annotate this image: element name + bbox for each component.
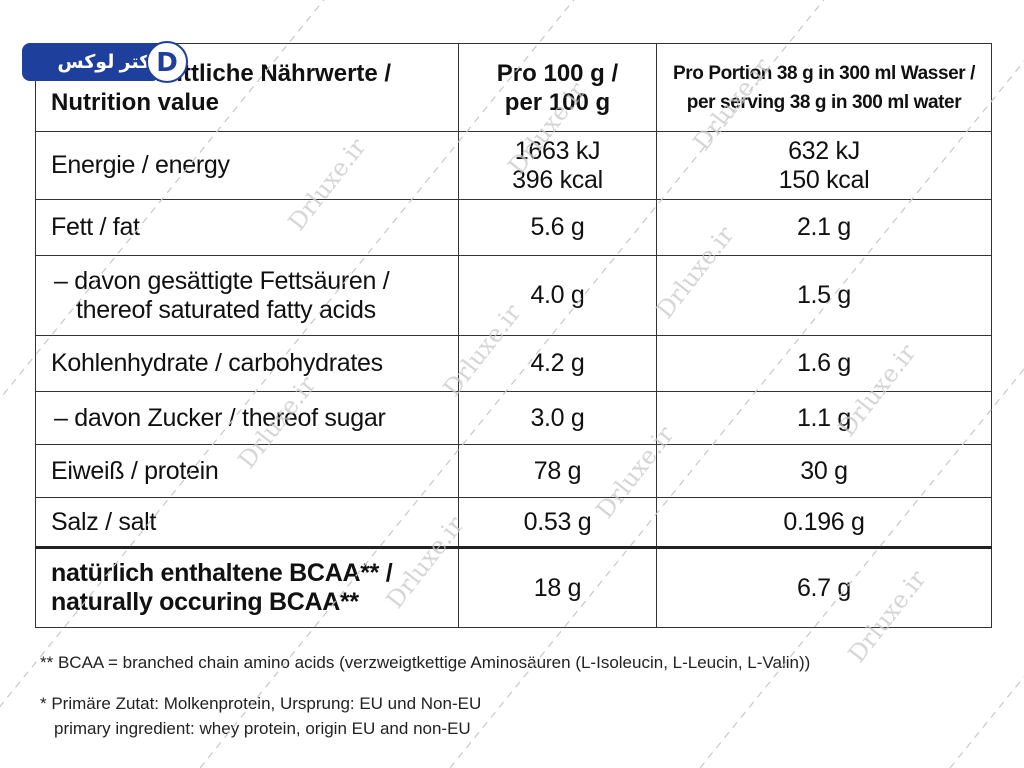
table-row: – davon gesättigte Fettsäuren / thereof … (35, 255, 992, 336)
cell-saturated-per100: 4.0 g (458, 255, 657, 336)
footnote-ingredient-de: * Primäre Zutat: Molkenprotein, Ursprung… (40, 694, 482, 713)
table-row: Kohlenhydrate / carbohydrates 4.2 g 1.6 … (35, 335, 992, 392)
drluxe-logo: دکتر لوکس D (22, 40, 188, 83)
svg-text:D: D (156, 48, 178, 78)
cell-salt-per100: 0.53 g (458, 497, 657, 548)
cell-salt-serving: 0.196 g (656, 497, 992, 548)
header-per-100g: Pro 100 g / per 100 g (458, 43, 657, 132)
energy-kcal-serving: 150 kcal (778, 165, 870, 194)
cell-energy-per100: 1663 kJ 396 kcal (458, 131, 657, 200)
logo-pill: دکتر لوکس (22, 43, 160, 81)
cell-energy-serving: 632 kJ 150 kcal (656, 131, 992, 200)
row-label-salt: Salz / salt (35, 497, 459, 548)
saturated-fat-line2: thereof saturated fatty acids (76, 295, 376, 324)
table-row: Salz / salt 0.53 g 0.196 g (35, 497, 992, 548)
footnote-bcaa: ** BCAA = branched chain amino acids (ve… (40, 653, 811, 672)
cell-bcaa-serving: 6.7 g (656, 546, 992, 628)
table-row: natürlich enthaltene BCAA** / naturally … (35, 546, 992, 628)
cell-fat-serving: 2.1 g (656, 199, 992, 256)
cell-protein-serving: 30 g (656, 444, 992, 498)
header-col3-line1: Pro Portion 38 g in 300 ml Wasser / (672, 62, 976, 84)
cell-sugar-per100: 3.0 g (458, 391, 657, 445)
table-row: – davon Zucker / thereof sugar 3.0 g 1.1… (35, 391, 992, 445)
cell-sugar-serving: 1.1 g (656, 391, 992, 445)
row-label-protein: Eiweiß / protein (35, 444, 459, 498)
table-row: Fett / fat 5.6 g 2.1 g (35, 199, 992, 256)
header-col2-line1: Pro 100 g / (496, 59, 619, 87)
table-row: Eiweiß / protein 78 g 30 g (35, 444, 992, 498)
footnote-ingredient: * Primäre Zutat: Molkenprotein, Ursprung… (40, 691, 810, 741)
row-label-carbohydrates: Kohlenhydrate / carbohydrates (35, 335, 459, 392)
bcaa-line2: naturally occuring BCAA** (51, 588, 359, 616)
bcaa-line1: natürlich enthaltene BCAA** / (51, 559, 393, 587)
footnote-ingredient-en: primary ingredient: whey protein, origin… (54, 719, 471, 738)
table-row: Energie / energy 1663 kJ 396 kcal 632 kJ… (35, 131, 992, 200)
row-label-fat: Fett / fat (35, 199, 459, 256)
row-label-saturated-fat: – davon gesättigte Fettsäuren / thereof … (35, 255, 459, 336)
cell-bcaa-per100: 18 g (458, 546, 657, 628)
row-label-sugar: – davon Zucker / thereof sugar (35, 391, 459, 445)
nutrition-table: Durchschnittliche Nährwerte / Nutrition … (35, 43, 992, 628)
energy-kj-per100: 1663 kJ (514, 136, 601, 165)
cell-protein-per100: 78 g (458, 444, 657, 498)
logo-text: دکتر لوکس (57, 51, 160, 73)
energy-kj-serving: 632 kJ (788, 136, 860, 165)
header-col1-line2: Nutrition value (51, 88, 220, 116)
saturated-fat-line1: – davon gesättigte Fettsäuren / (54, 266, 390, 295)
footnotes: ** BCAA = branched chain amino acids (ve… (40, 650, 810, 741)
header-col2-line2: per 100 g (504, 88, 611, 116)
cell-fat-per100: 5.6 g (458, 199, 657, 256)
cell-saturated-serving: 1.5 g (656, 255, 992, 336)
header-per-serving: Pro Portion 38 g in 300 ml Wasser / per … (656, 43, 992, 132)
row-label-bcaa: natürlich enthaltene BCAA** / naturally … (35, 546, 459, 628)
cell-carbs-serving: 1.6 g (656, 335, 992, 392)
cell-carbs-per100: 4.2 g (458, 335, 657, 392)
energy-kcal-per100: 396 kcal (512, 165, 603, 194)
row-label-energy: Energie / energy (35, 131, 459, 200)
header-col3-line2: per serving 38 g in 300 ml water (686, 91, 962, 113)
logo-d-icon: D (146, 41, 188, 83)
